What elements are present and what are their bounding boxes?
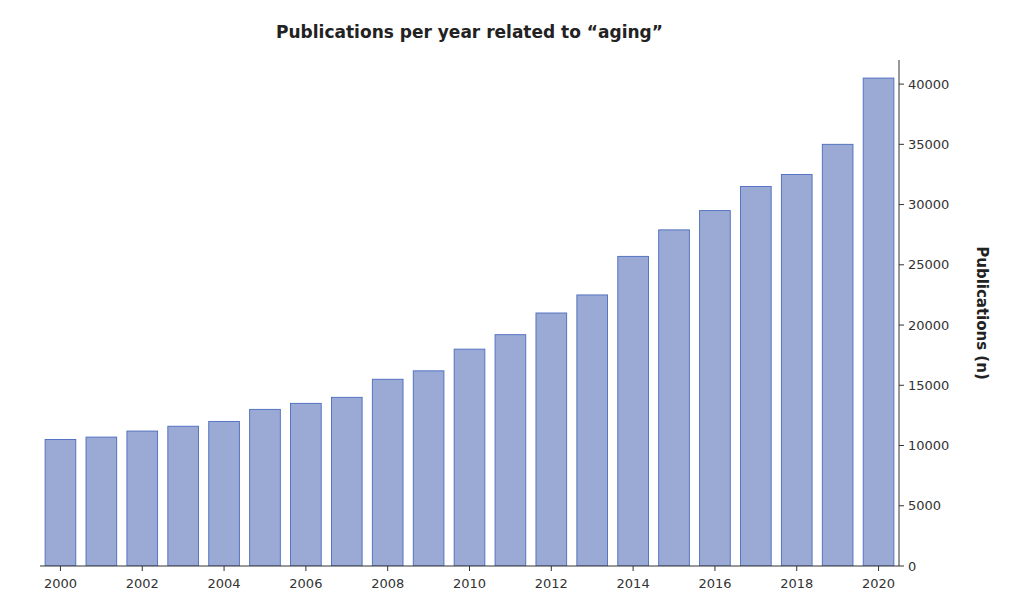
- x-tick-label: 2006: [289, 576, 322, 591]
- x-tick: [714, 566, 715, 571]
- y-axis-label: Publications (n): [973, 246, 991, 380]
- x-tick-label: 2000: [44, 576, 77, 591]
- x-tick-label: 2008: [371, 576, 404, 591]
- bar: [168, 426, 199, 566]
- bar: [863, 78, 894, 566]
- x-tick-label: 2020: [862, 576, 895, 591]
- y-tick-label: 20000: [908, 318, 949, 333]
- y-tick-label: 10000: [908, 438, 949, 453]
- bar: [781, 174, 812, 566]
- y-axis: 0 5000 10000 15000 20000 25000 30000 35000 40000…: [899, 60, 991, 574]
- bar: [250, 409, 281, 566]
- x-tick: [142, 566, 143, 571]
- bar: [822, 144, 853, 566]
- bar: [618, 256, 649, 566]
- background: [0, 0, 1019, 616]
- bar: [454, 349, 485, 566]
- x-tick: [551, 566, 552, 571]
- bar: [127, 431, 158, 566]
- y-tick: [899, 445, 904, 446]
- bar: [45, 440, 76, 567]
- bar: [291, 403, 322, 566]
- bar: [331, 397, 362, 566]
- bar: [209, 421, 240, 566]
- x-tick-label: 2014: [617, 576, 650, 591]
- bar: [495, 335, 526, 566]
- y-tick-label: 30000: [908, 197, 949, 212]
- bar: [659, 230, 690, 566]
- y-tick-label: 35000: [908, 137, 949, 152]
- bar: [413, 371, 444, 566]
- x-tick: [469, 566, 470, 571]
- y-tick-label: 0: [908, 559, 916, 574]
- y-tick: [899, 385, 904, 386]
- x-tick-label: 2010: [453, 576, 486, 591]
- y-tick-label: 15000: [908, 378, 949, 393]
- title: Publications per year related to “aging”: [276, 22, 663, 42]
- x-tick-label: 2012: [535, 576, 568, 591]
- bars: [45, 78, 894, 566]
- y-tick: [899, 566, 904, 567]
- x-tick: [305, 566, 306, 571]
- bar: [740, 187, 771, 567]
- y-tick: [899, 84, 904, 85]
- chart: 2000 2002 2004 2006 2008 2010 2012 2014 2016 2018…: [0, 0, 1019, 616]
- x-tick: [387, 566, 388, 571]
- y-tick: [899, 264, 904, 265]
- x-axis: 2000 2002 2004 2006 2008 2010 2012 2014 2016 2018…: [40, 566, 899, 591]
- x-tick: [224, 566, 225, 571]
- y-tick: [899, 325, 904, 326]
- y-tick: [899, 204, 904, 205]
- y-tick: [899, 144, 904, 145]
- bar: [577, 295, 608, 566]
- bar: [86, 437, 117, 566]
- x-tick: [878, 566, 879, 571]
- x-tick: [796, 566, 797, 571]
- x-tick: [60, 566, 61, 571]
- bar: [372, 379, 403, 566]
- bar: [700, 211, 731, 566]
- x-tick-label: 2016: [698, 576, 731, 591]
- x-tick: [633, 566, 634, 571]
- y-axis-line: [899, 60, 900, 566]
- y-tick-label: 5000: [908, 498, 941, 513]
- x-tick-label: 2002: [126, 576, 159, 591]
- y-tick: [899, 505, 904, 506]
- y-tick-label: 25000: [908, 257, 949, 272]
- x-tick-label: 2018: [780, 576, 813, 591]
- bar: [536, 313, 567, 566]
- y-tick-label: 40000: [908, 77, 949, 92]
- x-tick-label: 2004: [208, 576, 241, 591]
